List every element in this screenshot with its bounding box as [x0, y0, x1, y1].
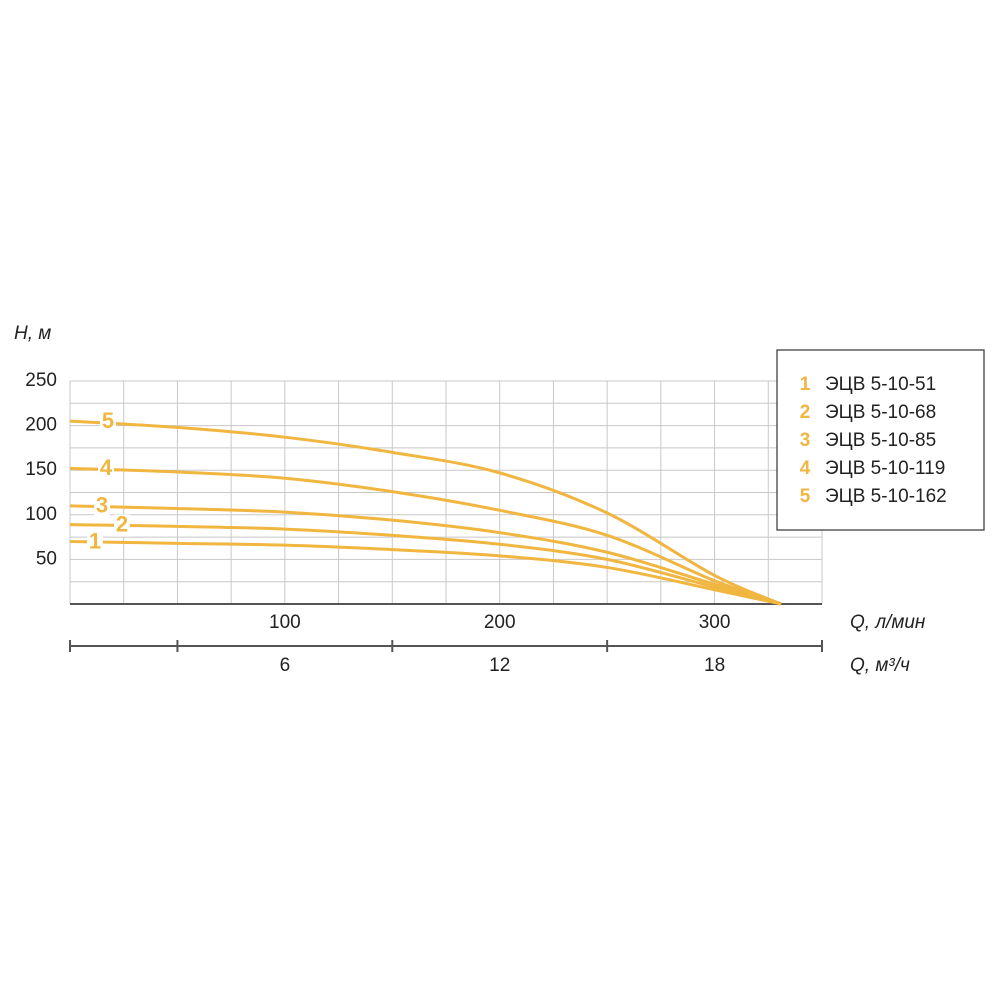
- x2-tick-label: 18: [704, 655, 725, 676]
- curve-label: 2: [116, 511, 128, 536]
- y-tick-label: 100: [25, 504, 57, 525]
- x-tick-label: 300: [699, 612, 731, 633]
- y-axis-label: H, м: [14, 323, 51, 344]
- legend-entry: ЭЦВ 5-10-85: [825, 430, 936, 451]
- x2-tick-label: 6: [280, 655, 291, 676]
- curve-label: 4: [100, 455, 113, 480]
- curve-label-bg: [100, 411, 116, 434]
- curve: [69, 523, 782, 606]
- legend-number: 5: [800, 486, 811, 507]
- curve: [69, 466, 782, 606]
- curve: [69, 504, 782, 606]
- curve-label-bg: [94, 495, 110, 518]
- legend-number: 4: [800, 458, 811, 479]
- curve: [69, 419, 782, 606]
- legend-entry: ЭЦВ 5-10-51: [825, 374, 936, 395]
- legend-number: 2: [800, 402, 811, 423]
- legend-number: 1: [800, 374, 811, 395]
- legend-entry: ЭЦВ 5-10-119: [825, 458, 945, 479]
- legend-box: [776, 349, 985, 531]
- x-axis-label: Q, л/мин: [850, 612, 926, 633]
- y-tick-label: 150: [25, 459, 57, 480]
- curve: [69, 540, 782, 606]
- curve-label: 3: [96, 493, 108, 518]
- curve-label: 1: [89, 528, 101, 553]
- y-tick-label: 50: [36, 548, 57, 569]
- legend-entry: ЭЦВ 5-10-162: [825, 486, 947, 507]
- legend-entry: ЭЦВ 5-10-68: [825, 402, 936, 423]
- x2-axis-label: Q, м³/ч: [850, 655, 910, 676]
- legend-number: 3: [800, 430, 811, 451]
- y-tick-label: 250: [25, 370, 57, 391]
- x2-tick-label: 12: [489, 655, 510, 676]
- curve-label: 5: [102, 408, 114, 433]
- x-tick-label: 200: [484, 612, 516, 633]
- curve-label-bg: [98, 458, 114, 481]
- curve-label-bg: [87, 531, 103, 554]
- curve-label-bg: [114, 514, 130, 537]
- x-tick-label: 100: [269, 612, 301, 633]
- y-tick-label: 200: [25, 415, 57, 436]
